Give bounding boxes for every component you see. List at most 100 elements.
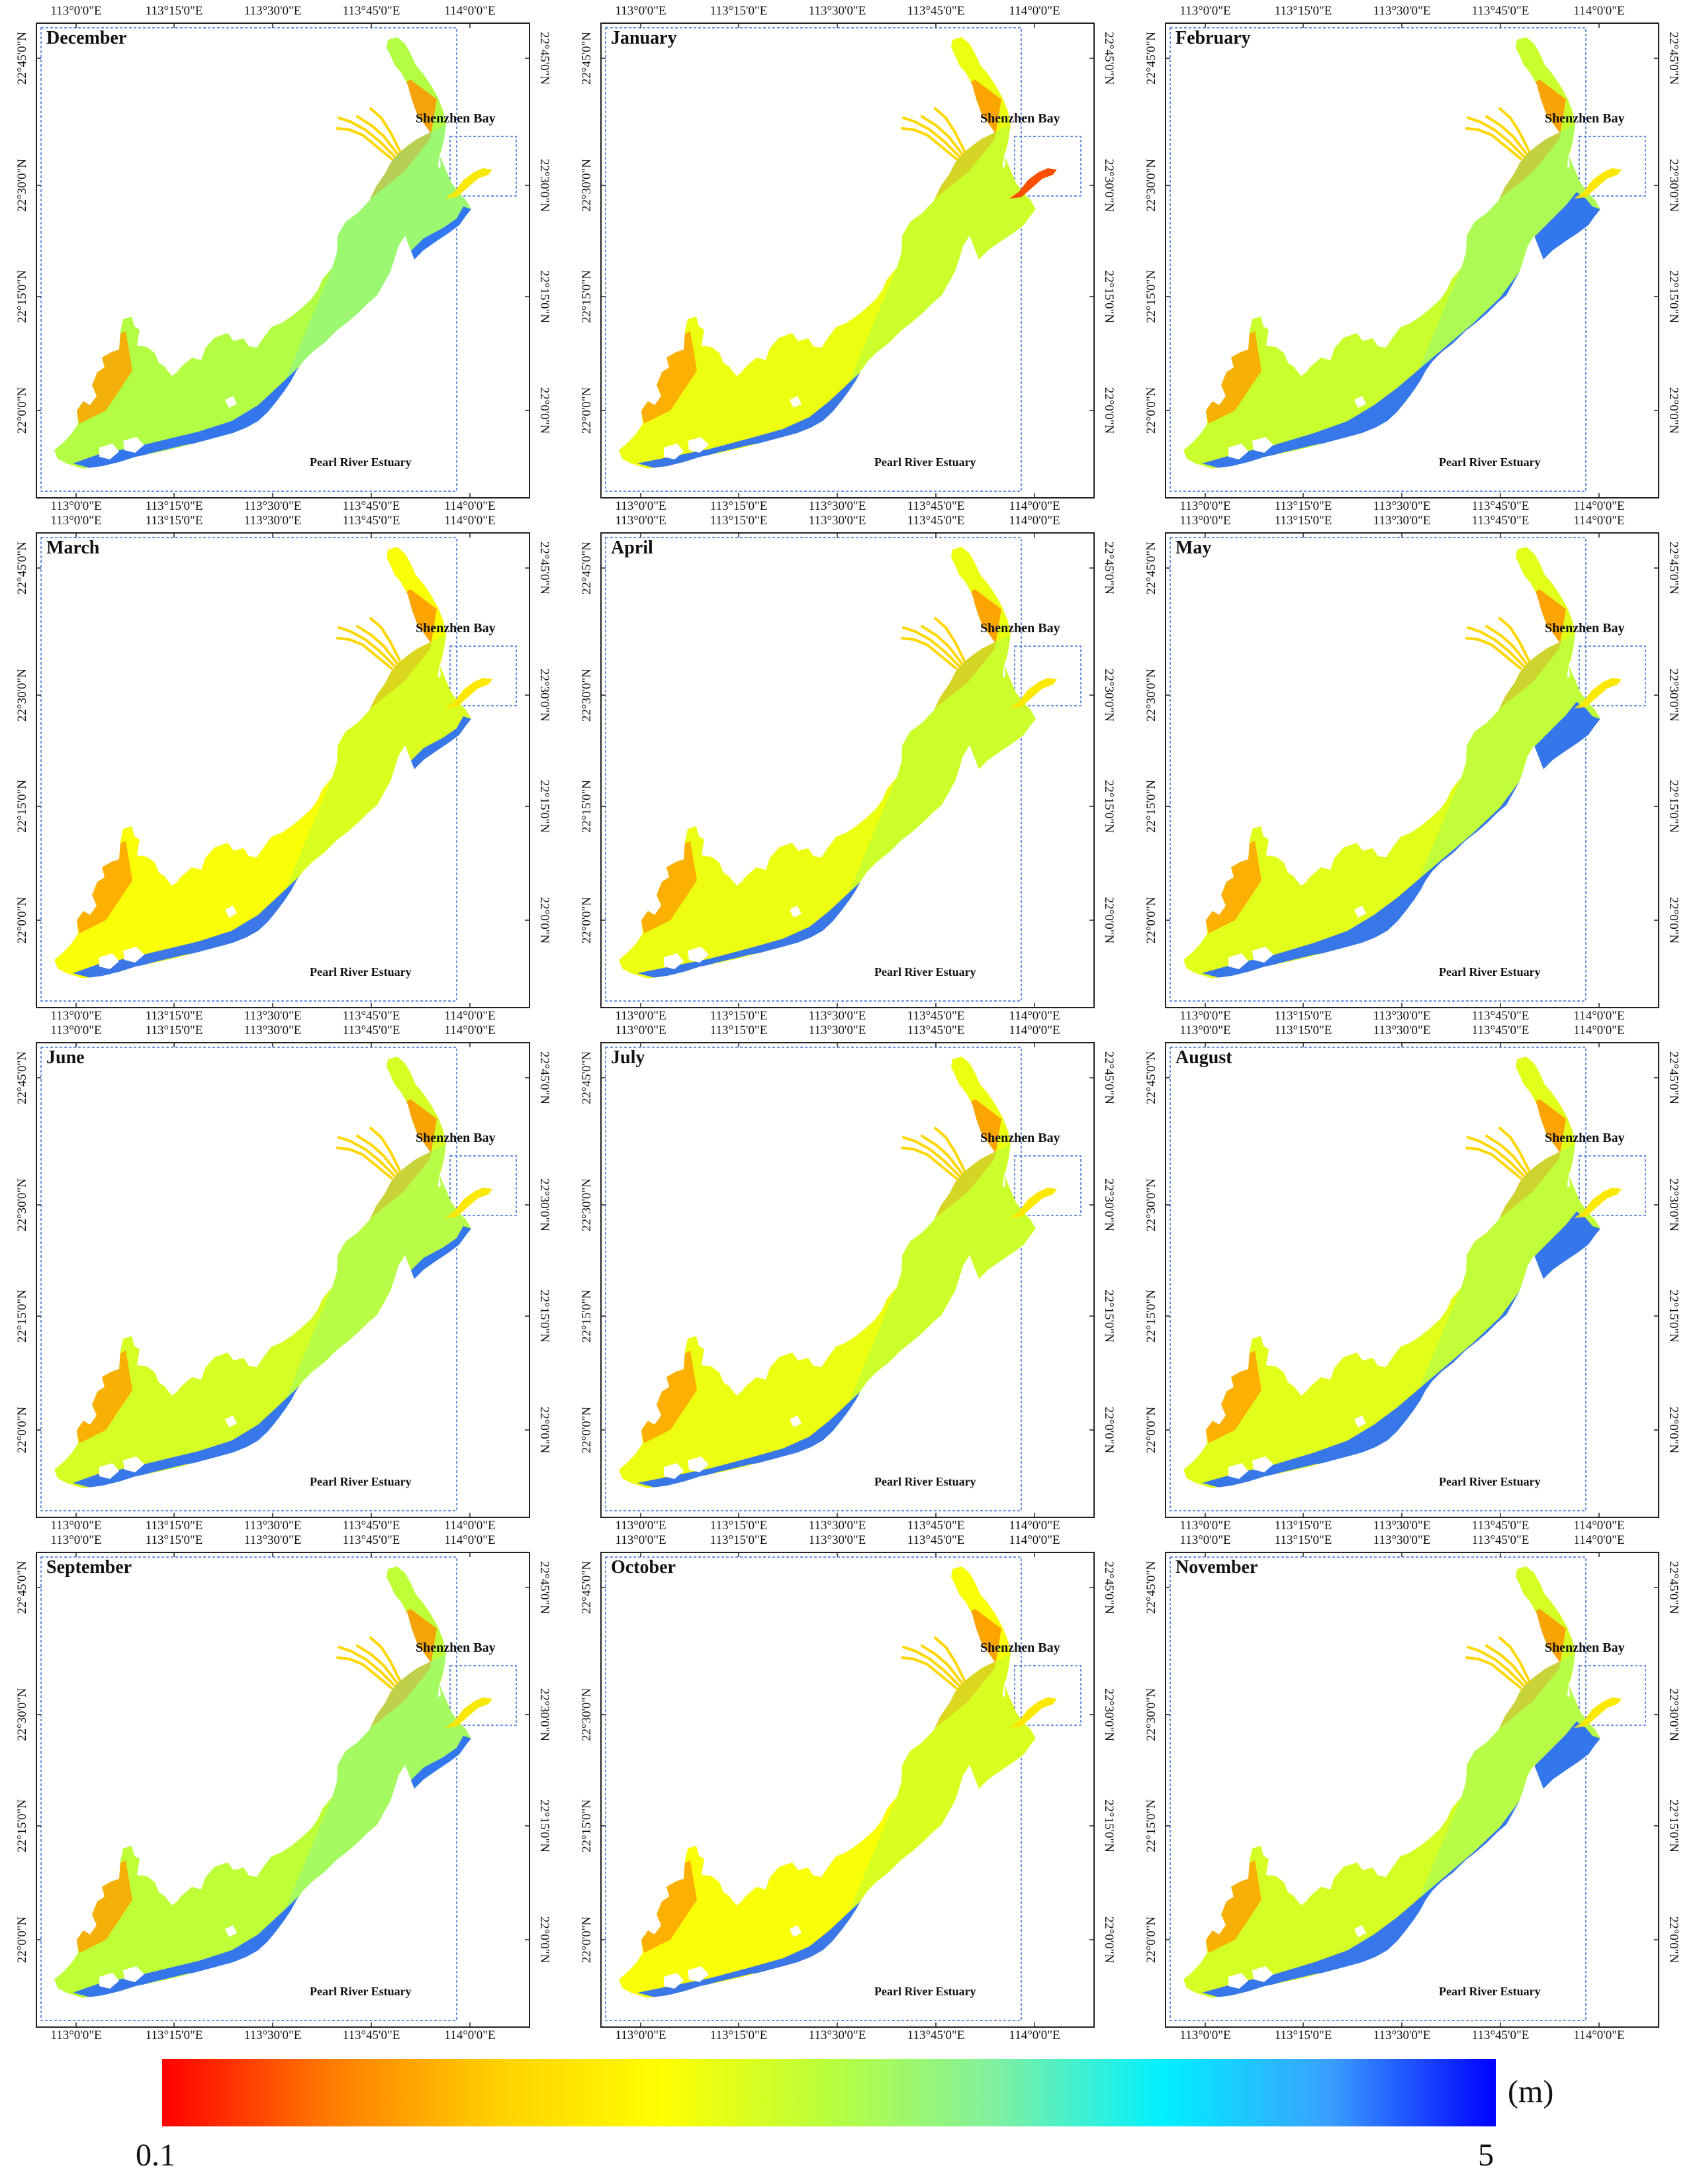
lon-tick-top: 113°45'0"E (1471, 1533, 1530, 1547)
island (99, 953, 119, 969)
map-frame (36, 23, 530, 499)
lon-tick-top: 114°0'0"E (1573, 4, 1625, 18)
inset-label: Shenzhen Bay (980, 1640, 1060, 1655)
river-channel (1465, 127, 1522, 160)
island (311, 166, 335, 189)
lat-tick-right: 22°45'0"N (537, 1561, 551, 1614)
month-title: December (46, 28, 127, 48)
river-channel (902, 117, 960, 158)
island (1295, 1382, 1308, 1396)
legend-min-label: 0.1 (136, 2138, 175, 2173)
lat-tick-left: 22°45'0"N (580, 542, 594, 594)
lon-tick-top: 113°15'0"E (1274, 1533, 1332, 1547)
lat-tick-left: 22°45'0"N (1144, 542, 1158, 594)
map-canvas (1165, 23, 1659, 499)
lon-tick-top: 113°45'0"E (1471, 4, 1530, 18)
lon-tick-bottom: 113°30'0"E (808, 499, 866, 513)
lat-tick-right: 22°30'0"N (1102, 159, 1116, 212)
map-frame (1165, 532, 1659, 1008)
river-channel (336, 1147, 393, 1180)
lon-tick-bottom: 113°0'0"E (1179, 1009, 1231, 1023)
lat-tick-right: 22°45'0"N (1667, 542, 1680, 594)
river-channel (1485, 1135, 1528, 1174)
lat-tick-left: 22°15'0"N (1144, 780, 1158, 833)
lon-tick-top: 114°0'0"E (444, 1533, 496, 1547)
lon-tick-top: 113°45'0"E (342, 514, 400, 528)
lat-tick-right: 22°0'0"N (537, 1406, 551, 1454)
lon-tick-top: 113°15'0"E (145, 1023, 203, 1037)
shenzhen-bay-water (1574, 678, 1622, 708)
lon-tick-top: 113°30'0"E (1373, 1023, 1431, 1037)
river-channel (902, 1136, 960, 1177)
study-extent-box (1170, 1047, 1586, 1511)
island (1440, 1695, 1464, 1719)
shenzhen-bay-box (449, 136, 517, 197)
lat-tick-left: 22°0'0"N (580, 896, 594, 944)
map-panel-april: April Shenzhen Bay Pearl River Estuary 113°… (565, 510, 1127, 1023)
month-title: May (1175, 538, 1212, 558)
study-extent-box (40, 537, 457, 1002)
lat-tick-right: 22°15'0"N (537, 1799, 551, 1852)
lon-tick-bottom: 114°0'0"E (1573, 499, 1625, 513)
lat-tick-left: 22°0'0"N (15, 1406, 29, 1454)
island (123, 1456, 144, 1472)
inset-label: Shenzhen Bay (1545, 1131, 1625, 1145)
month-title: March (46, 538, 100, 558)
legend-max-label: 5 (1478, 2138, 1494, 2173)
month-title: April (611, 538, 653, 558)
island (123, 947, 144, 963)
river-channel (921, 1644, 963, 1684)
shenzhen-bay-box (449, 1155, 517, 1216)
lat-tick-left: 22°0'0"N (1144, 896, 1158, 944)
deep-channel-zone (1202, 1721, 1600, 1998)
lon-tick-bottom: 113°0'0"E (50, 1009, 102, 1023)
month-title: October (611, 1557, 676, 1578)
island (225, 396, 237, 408)
lon-tick-top: 113°45'0"E (342, 1023, 400, 1037)
mid-depth-zone (1406, 1144, 1600, 1421)
map-frame (600, 1042, 1095, 1518)
island (876, 1695, 899, 1719)
study-extent-box (605, 1556, 1022, 2021)
deep-channel-zone (1202, 702, 1600, 978)
lat-tick-right: 22°15'0"N (1102, 270, 1116, 323)
lat-tick-right: 22°45'0"N (1102, 1051, 1116, 1104)
region-label: Pearl River Estuary (310, 455, 412, 469)
shenzhen-bay-box (1014, 1155, 1081, 1216)
lat-tick-left: 22°15'0"N (580, 270, 594, 323)
lon-tick-bottom: 113°15'0"E (1274, 1009, 1332, 1023)
river-channel (1498, 617, 1530, 662)
mid-depth-zone (841, 1144, 1036, 1421)
lat-tick-left: 22°45'0"N (1144, 32, 1158, 85)
month-title: June (46, 1047, 85, 1068)
island (1252, 437, 1273, 453)
region-label: Pearl River Estuary (310, 1985, 412, 1998)
lat-tick-right: 22°30'0"N (1667, 669, 1680, 722)
river-channel (356, 115, 398, 155)
lon-tick-top: 113°30'0"E (808, 4, 866, 18)
island (99, 1463, 119, 1479)
shenzhen-bay-box (1014, 136, 1081, 197)
island (876, 675, 899, 699)
lon-tick-top: 113°30'0"E (808, 514, 866, 528)
lon-tick-bottom: 113°0'0"E (50, 1519, 102, 1533)
lat-tick-right: 22°0'0"N (1667, 387, 1680, 434)
lon-tick-top: 113°30'0"E (1373, 4, 1431, 18)
region-label: Pearl River Estuary (874, 1985, 976, 1998)
lat-tick-right: 22°0'0"N (1102, 1406, 1116, 1454)
lat-tick-right: 22°0'0"N (537, 896, 551, 944)
map-panel-july: July Shenzhen Bay Pearl River Estuary 113°0… (565, 1020, 1127, 1533)
lat-tick-left: 22°45'0"N (580, 1561, 594, 1614)
island (123, 1966, 144, 1982)
river-channel (336, 127, 393, 160)
inset-label: Shenzhen Bay (1545, 1640, 1625, 1655)
lon-tick-top: 113°30'0"E (244, 1023, 302, 1037)
lon-tick-top: 113°30'0"E (1373, 514, 1431, 528)
map-frame (36, 1042, 530, 1518)
lon-tick-top: 113°30'0"E (808, 1023, 866, 1037)
island (730, 1382, 743, 1396)
river-channel (1467, 1646, 1525, 1687)
lon-tick-bottom: 113°45'0"E (342, 2028, 400, 2042)
river-channel (369, 1127, 401, 1172)
lon-tick-top: 113°0'0"E (615, 1023, 666, 1037)
